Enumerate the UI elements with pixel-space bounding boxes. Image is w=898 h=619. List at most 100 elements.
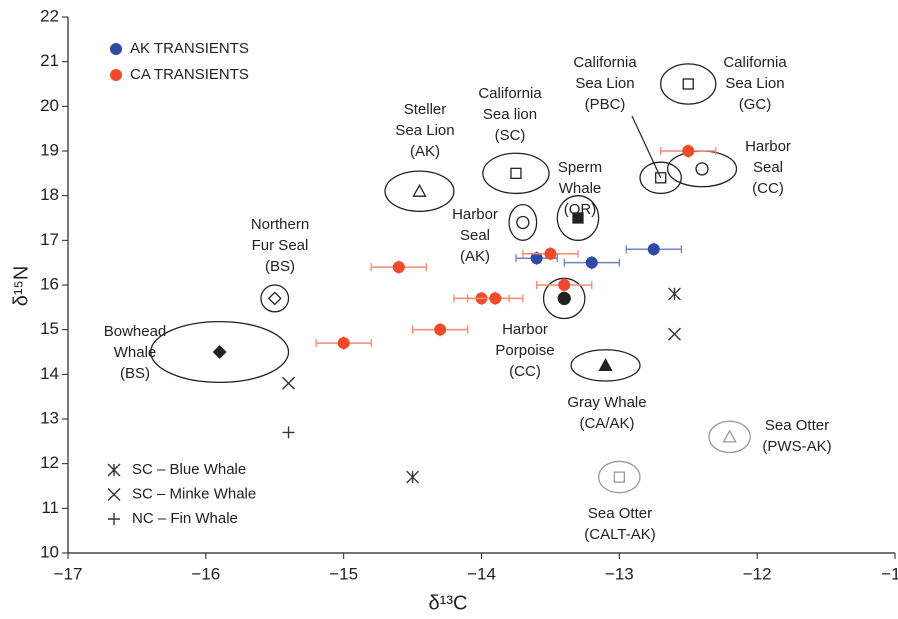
x-axis-title: δ¹³C [429, 592, 468, 614]
group-label: Fur Seal [252, 237, 309, 254]
group-label: California [573, 54, 637, 71]
group-label: Sea Lion [395, 122, 454, 139]
point [392, 261, 405, 274]
group-ellipse [639, 161, 683, 195]
group-ellipse [708, 420, 751, 454]
x-tick-label: −13 [605, 564, 634, 583]
group-ellipse [598, 460, 641, 494]
y-tick-label: 11 [41, 498, 59, 517]
group-label: (CC) [752, 180, 784, 197]
point [489, 292, 502, 305]
x-tick-label: −16 [191, 564, 220, 583]
y-tick-label: 13 [40, 408, 59, 427]
x-tick-label: −11 [881, 564, 898, 583]
group-label: (CC) [509, 363, 541, 380]
group-label: (PWS-AK) [762, 438, 831, 455]
legend-swatch [110, 69, 122, 81]
group-label: California [478, 85, 542, 102]
x-tick-label: −17 [54, 564, 83, 583]
group-marker [572, 212, 584, 224]
group-ellipse [508, 203, 538, 241]
group-label: Harbor [745, 138, 791, 155]
point [544, 247, 557, 260]
group-label: (OR) [564, 201, 597, 218]
group-label: Sea Lion [575, 75, 634, 92]
group-label: (PBC) [585, 96, 626, 113]
whale-point [667, 287, 681, 301]
group-marker [212, 345, 227, 359]
point [647, 243, 660, 256]
y-tick-label: 18 [40, 185, 59, 204]
group-label: (CALT-AK) [584, 526, 655, 543]
group-marker [412, 183, 427, 197]
point [530, 252, 543, 265]
legend-marker [107, 463, 121, 477]
group-label: California [723, 54, 787, 71]
legend-label: CA TRANSIENTS [130, 66, 249, 83]
group-label: Porpoise [495, 342, 554, 359]
group-label: Sea lion [483, 106, 537, 123]
group-label: (SC) [495, 127, 526, 144]
group-marker [510, 167, 522, 179]
legend-label: SC – Blue Whale [132, 461, 246, 478]
group-label: Sperm [558, 159, 602, 176]
group-label: Northern [251, 216, 309, 233]
group-label: Steller [404, 101, 447, 118]
legend-marker [107, 488, 121, 501]
point [337, 337, 350, 350]
group-ellipse [660, 63, 717, 105]
y-tick-label: 10 [40, 542, 59, 561]
legend-swatch [110, 43, 122, 55]
group-marker [722, 429, 737, 443]
group-label: (BS) [120, 365, 150, 382]
leader-line [631, 115, 662, 179]
group-label: Sea Lion [725, 75, 784, 92]
point [682, 145, 695, 157]
whale-point [667, 327, 681, 341]
y-tick-label: 12 [40, 453, 59, 472]
point [434, 323, 447, 336]
group-ellipse [556, 195, 600, 241]
x-tick-label: −15 [329, 564, 358, 583]
group-marker [598, 358, 613, 372]
group-ellipse [150, 320, 290, 384]
group-label: Whale [559, 180, 602, 197]
group-label: Whale [114, 344, 157, 361]
group-label: Harbor [452, 206, 498, 223]
y-tick-label: 15 [40, 319, 59, 338]
group-marker [267, 291, 282, 306]
y-axis-title: δ¹⁵N [10, 266, 32, 307]
group-marker [655, 172, 667, 184]
group-label: Sea Otter [588, 505, 652, 522]
legend-marker [108, 513, 120, 525]
group-ellipse [260, 284, 290, 313]
group-marker [557, 291, 571, 306]
group-label: (CA/AK) [579, 415, 634, 432]
group-ellipse [482, 152, 550, 195]
group-label: (GC) [739, 96, 772, 113]
x-tick-label: −14 [467, 564, 496, 583]
y-tick-label: 17 [40, 230, 59, 249]
point [558, 279, 571, 291]
legend-label: SC – Minke Whale [132, 485, 256, 502]
group-label: (AK) [410, 143, 440, 160]
x-tick-label: −12 [743, 564, 772, 583]
y-tick-label: 16 [40, 274, 59, 293]
group-marker [695, 162, 709, 176]
y-tick-label: 19 [40, 140, 59, 159]
whale-point [406, 470, 420, 484]
point [585, 256, 598, 269]
legend-label: NC – Fin Whale [132, 510, 238, 527]
group-marker [613, 471, 625, 483]
group-label: Sea Otter [765, 417, 829, 434]
whale-point [282, 426, 295, 439]
group-label: Gray Whale [567, 394, 646, 411]
y-tick-label: 21 [40, 51, 59, 70]
group-ellipse [570, 349, 641, 382]
group-label: Harbor [502, 321, 548, 338]
group-label: Bowhead [104, 323, 167, 340]
group-label: Seal [460, 227, 490, 244]
whale-point [282, 376, 296, 390]
